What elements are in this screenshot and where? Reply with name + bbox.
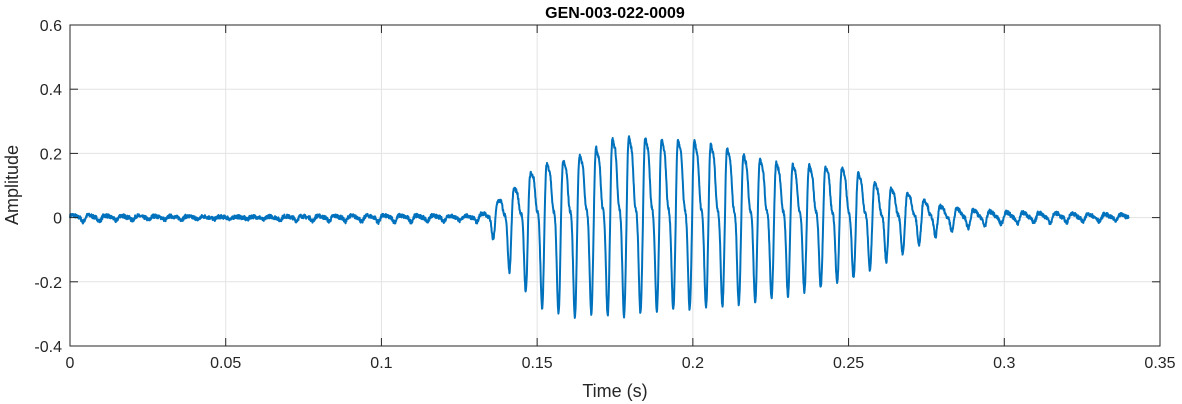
x-tick-label: 0.3 — [993, 355, 1015, 372]
waveform-series-line — [69, 135, 1130, 319]
x-tick-labels: 0 0.05 0.1 0.15 0.2 0.25 0.3 0.35 — [66, 355, 1176, 372]
x-tick-label: 0 — [66, 355, 75, 372]
y-tick-label: 0.2 — [40, 146, 62, 163]
plot-frame — [69, 24, 1161, 347]
y-tick-label: 0.4 — [40, 82, 62, 99]
x-tick-label: 0.2 — [682, 355, 704, 372]
y-tick-label: -0.2 — [34, 275, 62, 292]
y-tick-label: 0 — [53, 211, 62, 228]
y-tick-labels: -0.4 -0.2 0 0.2 0.4 0.6 — [34, 18, 62, 356]
x-axis-label: Time (s) — [582, 381, 647, 401]
x-tick-label: 0.05 — [210, 355, 241, 372]
y-tick-label: -0.4 — [34, 339, 62, 356]
x-tick-label: 0.15 — [522, 355, 553, 372]
x-tick-label: 0.35 — [1144, 355, 1175, 372]
chart-title: GEN-003-022-0009 — [545, 5, 685, 22]
plot-area — [70, 25, 1160, 346]
series-layer — [69, 135, 1130, 319]
ticks — [69, 24, 1161, 347]
x-tick-label: 0.1 — [370, 355, 392, 372]
y-axis-label: Amplitude — [2, 145, 22, 225]
x-tick-label: 0.25 — [833, 355, 864, 372]
y-tick-label: 0.6 — [40, 18, 62, 35]
